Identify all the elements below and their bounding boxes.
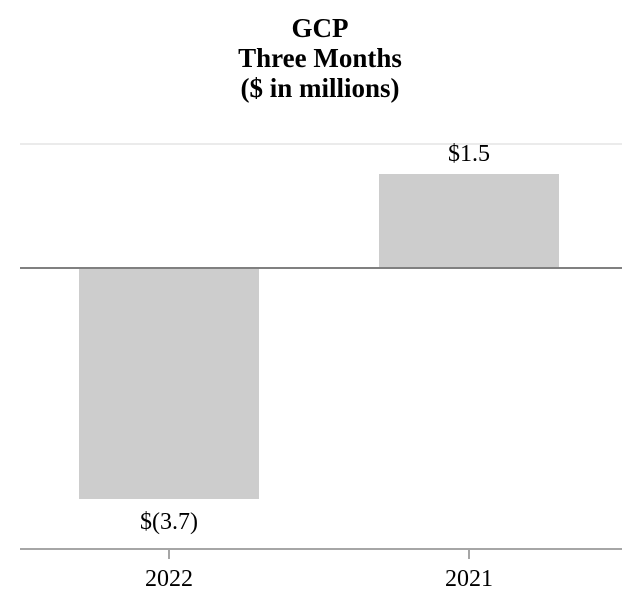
chart-title: GCP Three Months ($ in millions) <box>0 13 640 103</box>
axis-tick-2021 <box>468 550 470 559</box>
category-label-2021: 2021 <box>445 566 493 592</box>
gridline <box>20 143 622 145</box>
zero-axis-line <box>20 267 622 269</box>
x-axis-line <box>20 548 622 550</box>
chart-title-line-2: Three Months <box>238 43 402 73</box>
category-label-2022: 2022 <box>145 566 193 592</box>
value-label-2021: $1.5 <box>448 141 490 168</box>
chart-title-line-1: GCP <box>291 13 349 43</box>
chart-title-line-3: ($ in millions) <box>240 73 400 103</box>
bar-2022 <box>79 268 259 500</box>
value-label-2022: $(3.7) <box>140 509 198 536</box>
axis-tick-2022 <box>168 550 170 559</box>
bar-2021 <box>379 174 559 268</box>
